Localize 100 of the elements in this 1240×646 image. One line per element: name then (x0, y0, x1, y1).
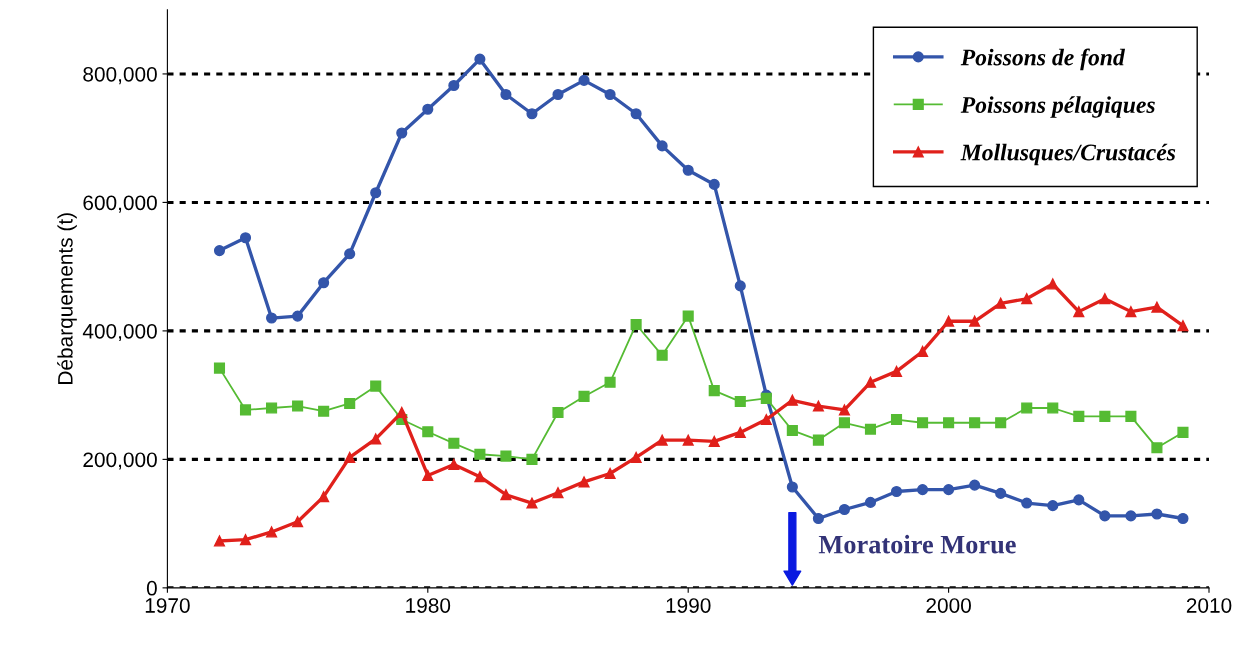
point (239, 534, 252, 546)
point (500, 88, 512, 101)
point (552, 487, 564, 499)
point (1047, 402, 1059, 414)
point (526, 453, 538, 465)
point (604, 376, 616, 388)
point (552, 406, 564, 419)
point (838, 417, 850, 429)
point (1073, 494, 1085, 506)
point (500, 450, 512, 462)
legend-label: Poissons pélagiques (960, 96, 1155, 118)
point (422, 103, 434, 115)
point (266, 526, 278, 538)
point (552, 88, 564, 101)
point (656, 140, 668, 152)
point (734, 280, 746, 292)
point (604, 467, 616, 480)
point (1151, 508, 1163, 520)
point (292, 310, 304, 322)
point (474, 448, 486, 460)
point (448, 79, 460, 92)
point (1073, 410, 1085, 422)
point (786, 394, 798, 406)
point (969, 479, 981, 491)
y-tick-label: 200,000 (83, 452, 157, 470)
point (1177, 320, 1189, 332)
y-axis-title: Débarquements (t) (57, 213, 77, 384)
point (1099, 293, 1111, 305)
point (474, 53, 486, 65)
point (864, 376, 877, 388)
point (396, 127, 408, 139)
point (448, 458, 460, 471)
point (213, 535, 226, 547)
point (890, 485, 903, 498)
point (864, 496, 877, 508)
point (422, 469, 434, 481)
x-tick-label: 1970 (145, 598, 190, 613)
point (1021, 293, 1033, 305)
point (344, 451, 356, 464)
legend-label: Poissons de fond (960, 48, 1126, 71)
point (370, 187, 382, 199)
point (1021, 402, 1033, 414)
point (370, 380, 382, 392)
point (838, 404, 850, 416)
point (734, 426, 746, 438)
point (1125, 510, 1137, 522)
point (630, 318, 642, 331)
point (1047, 500, 1059, 512)
point (917, 345, 929, 358)
point (578, 476, 590, 488)
point (734, 396, 746, 408)
point (318, 491, 330, 503)
point (630, 451, 642, 464)
point (1099, 410, 1111, 422)
x-tick-label: 2000 (926, 598, 971, 613)
point (943, 315, 955, 327)
point (969, 315, 981, 327)
point (266, 402, 278, 414)
point (213, 245, 226, 257)
point (1177, 426, 1189, 438)
point (578, 390, 590, 402)
point (682, 310, 694, 322)
point (422, 426, 434, 438)
point (1021, 497, 1033, 509)
point (292, 516, 304, 528)
point (656, 349, 668, 361)
legend-label: Mollusques/Crustacés (960, 143, 1176, 166)
point (969, 417, 981, 429)
point (708, 178, 720, 190)
point (500, 489, 512, 501)
y-tick-label: 600,000 (83, 195, 157, 213)
point (213, 362, 226, 374)
point (1177, 512, 1189, 525)
point (838, 503, 850, 516)
point (292, 400, 304, 412)
point (708, 385, 720, 397)
y-tick-label: 400,000 (82, 323, 157, 342)
point (1125, 306, 1137, 318)
point (1151, 442, 1163, 454)
point (917, 484, 929, 496)
point (917, 417, 929, 429)
point (266, 312, 278, 324)
y-tick-label: 0 (146, 580, 157, 596)
point (1073, 306, 1085, 318)
point (890, 365, 903, 377)
point (239, 232, 252, 244)
annotation: Moratoire Morue (818, 534, 1016, 554)
point (630, 108, 642, 120)
point (995, 297, 1007, 309)
point (812, 400, 824, 412)
point (370, 433, 382, 445)
point (786, 481, 798, 493)
point (943, 417, 955, 429)
point (995, 487, 1007, 499)
point (526, 108, 538, 120)
point (239, 404, 252, 416)
point (890, 413, 903, 426)
point (526, 497, 538, 509)
point (344, 248, 356, 260)
x-tick-label: 1990 (666, 598, 711, 613)
